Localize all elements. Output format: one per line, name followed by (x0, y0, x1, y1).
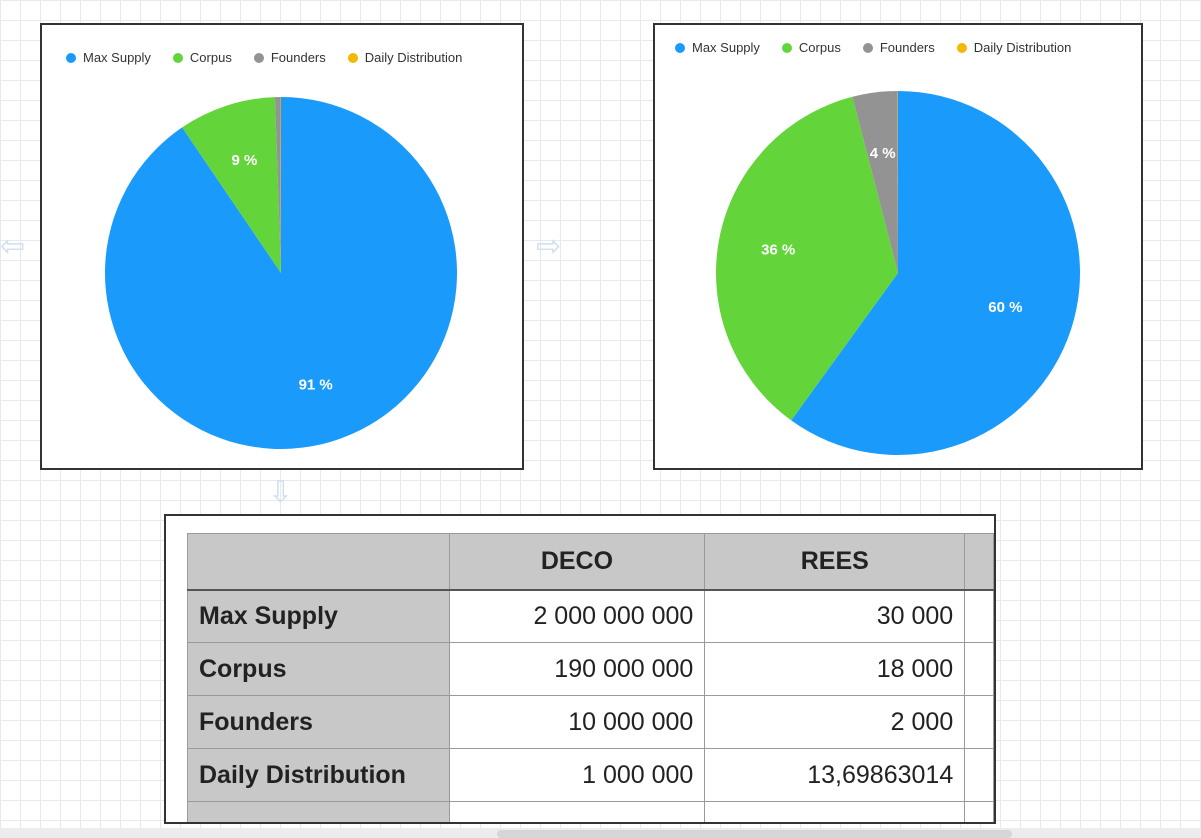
legend-label: Daily Distribution (364, 50, 463, 65)
cell-extra (964, 642, 994, 696)
slice-data-label: 91 % (299, 377, 333, 394)
pie-slice-corpus[interactable] (716, 96, 898, 421)
table-row (187, 801, 994, 822)
pie-slice-max-supply[interactable] (105, 97, 457, 449)
cell-empty[interactable] (448, 801, 706, 822)
legend-item-daily-distribution: Daily Distribution (956, 40, 1072, 55)
cell-deco[interactable]: 1 000 000 (448, 748, 706, 802)
left-arrow-icon: ⇦ (0, 230, 26, 263)
cell-rees[interactable]: 13,69863014 (704, 748, 966, 802)
cell-rees[interactable]: 18 000 (704, 642, 966, 696)
legend-label: Max Supply (83, 50, 151, 65)
column-header-extra (964, 533, 994, 591)
legend-label: Founders (879, 40, 935, 55)
table-row: Corpus 190 000 000 18 000 (187, 642, 994, 696)
slice-data-label: 36 % (761, 241, 795, 258)
legend-item-max-supply: Max Supply (675, 40, 760, 55)
row-label: Max Supply (187, 589, 450, 643)
legend-label: Daily Distribution (973, 40, 1072, 55)
legend-dot (956, 42, 967, 53)
legend-dot (66, 52, 76, 63)
cell-rees[interactable]: 2 000 (704, 695, 966, 749)
legend-label: Corpus (798, 40, 841, 55)
row-label: Daily Distribution (187, 748, 450, 802)
legend-dot (172, 52, 183, 63)
column-header-deco: DECO (448, 533, 706, 591)
horizontal-scrollbar[interactable] (497, 830, 1012, 838)
cell-extra (964, 801, 994, 822)
pie-plot: 60 % 36 % 4 % (716, 91, 1080, 455)
legend-item-corpus: Corpus (781, 40, 841, 55)
row-label: Corpus (187, 642, 450, 696)
row-label-empty (187, 801, 450, 822)
pie-slice-founders[interactable] (852, 91, 898, 273)
slice-data-label: 9 % (231, 152, 257, 169)
pie-slice-max-supply[interactable] (791, 91, 1080, 455)
down-arrow-icon: ⇩ (268, 476, 294, 509)
cell-empty[interactable] (704, 801, 966, 822)
row-label: Founders (187, 695, 450, 749)
table-header-row: DECO REES (187, 533, 994, 591)
legend-item-corpus: Corpus (172, 50, 232, 65)
cell-deco[interactable]: 2 000 000 000 (448, 589, 706, 643)
chart-legend: Max Supply Corpus Founders Daily Distrib… (675, 40, 1093, 55)
cell-extra (964, 748, 994, 802)
cell-extra (964, 589, 994, 643)
pie-slice-founders[interactable] (274, 97, 281, 274)
legend-label: Max Supply (692, 40, 760, 55)
column-header-empty (187, 533, 450, 591)
legend-label: Corpus (189, 50, 232, 65)
table-row: Daily Distribution 1 000 000 13,69863014 (187, 748, 994, 802)
legend-item-max-supply: Max Supply (66, 50, 151, 65)
pie-chart-deco[interactable]: Max Supply Corpus Founders Daily Distrib… (40, 23, 524, 470)
slice-data-label: 60 % (988, 299, 1022, 316)
cell-deco[interactable]: 190 000 000 (448, 642, 706, 696)
pie-plot: 91 % 9 % (105, 97, 457, 449)
column-header-rees: REES (704, 533, 966, 591)
pie-slice-corpus[interactable] (182, 97, 281, 273)
cell-deco[interactable]: 10 000 000 (448, 695, 706, 749)
legend-dot (862, 42, 873, 53)
comparison-table: DECO REES Max Supply 2 000 000 000 30 00… (187, 533, 994, 822)
legend-label: Founders (270, 50, 326, 65)
legend-dot (675, 42, 685, 53)
slice-data-label: 4 % (870, 145, 896, 162)
legend-dot (253, 52, 264, 63)
legend-item-founders: Founders (253, 50, 326, 65)
legend-item-founders: Founders (862, 40, 935, 55)
cell-rees[interactable]: 30 000 (704, 589, 966, 643)
legend-dot (347, 52, 358, 63)
legend-dot (781, 42, 792, 53)
right-arrow-icon: ⇨ (536, 230, 562, 263)
legend-item-daily-distribution: Daily Distribution (347, 50, 463, 65)
chart-legend: Max Supply Corpus Founders Daily Distrib… (66, 50, 484, 65)
pie-chart-rees[interactable]: Max Supply Corpus Founders Daily Distrib… (653, 23, 1143, 470)
cell-extra (964, 695, 994, 749)
comparison-table-panel[interactable]: DECO REES Max Supply 2 000 000 000 30 00… (164, 514, 996, 824)
table-row: Founders 10 000 000 2 000 (187, 695, 994, 749)
table-row: Max Supply 2 000 000 000 30 000 (187, 589, 994, 643)
